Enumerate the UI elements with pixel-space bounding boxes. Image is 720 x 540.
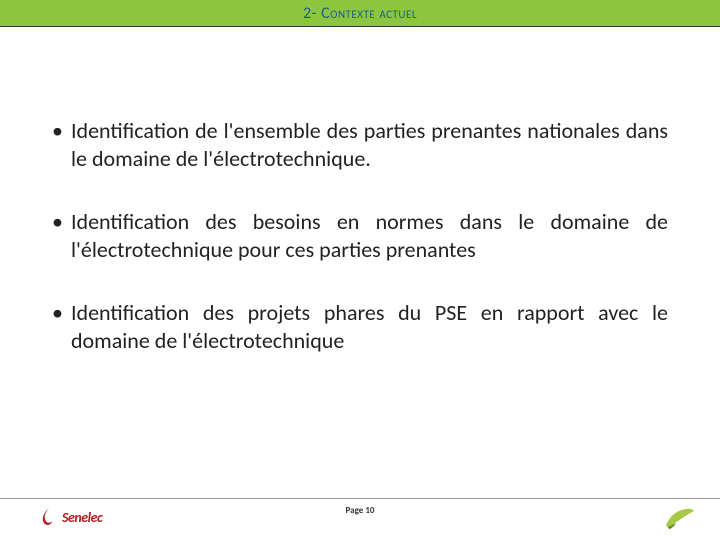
bullet-marker-icon: • [52,117,63,172]
slide-content: • Identification de l'ensemble des parti… [0,27,720,540]
logo-senelec-text: Senelec [62,509,102,526]
slide-footer: Senelec Page 10 [0,498,720,540]
bullet-marker-icon: • [52,299,63,354]
logo-senelec: Senelec [40,507,102,527]
logo-right [662,505,696,536]
bullet-item: • Identification de l'ensemble des parti… [52,117,668,172]
bullet-text: Identification des projets phares du PSE… [71,299,668,354]
leaf-icon [662,505,696,531]
bullet-text: Identification des besoins en normes dan… [71,208,668,263]
bullet-item: • Identification des besoins en normes d… [52,208,668,263]
page-number: Page 10 [346,505,375,516]
slide-title-bar: 2- Contexte actuel [0,0,720,26]
bullet-item: • Identification des projets phares du P… [52,299,668,354]
bullet-marker-icon: • [52,208,63,263]
footer-inner: Senelec Page 10 [0,499,720,540]
slide: 2- Contexte actuel • Identification de l… [0,0,720,540]
slide-title-text: 2- Contexte actuel [303,4,417,23]
bullet-text: Identification de l'ensemble des parties… [71,117,668,172]
flame-icon [40,507,58,527]
